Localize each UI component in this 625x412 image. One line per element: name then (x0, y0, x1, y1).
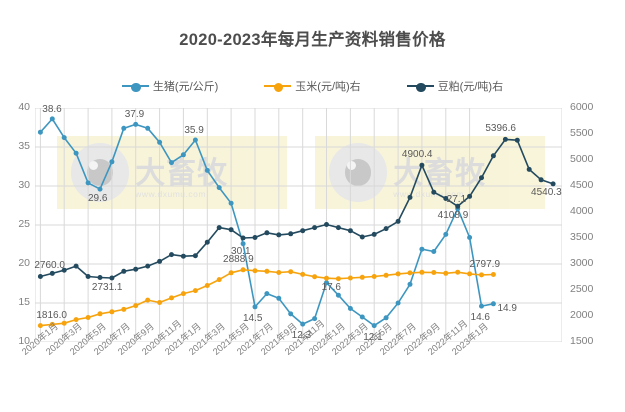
series-lines (37, 116, 556, 329)
y-axis-right-tick: 3500 (570, 231, 594, 243)
data-label: 4540.3 (531, 186, 562, 198)
legend-marker-soybean-meal-icon (406, 81, 434, 92)
data-label: 12.1 (363, 331, 383, 343)
y-axis-left-tick: 15 (18, 296, 30, 308)
y-axis-right-tick: 6000 (570, 101, 594, 113)
y-axis-right-tick: 3000 (570, 257, 594, 269)
y-axis-right-tick: 2500 (570, 283, 594, 295)
legend-item-pig[interactable]: 生猪(元/公斤) (121, 78, 219, 94)
y-axis-left-tick: 10 (18, 335, 30, 347)
legend-label-soybean-meal: 豆粕(元/吨)右 (437, 81, 504, 93)
data-label: 2731.1 (91, 281, 123, 293)
data-label: 17.6 (321, 281, 341, 293)
data-label: 37.9 (124, 109, 145, 121)
data-label: 2760.0 (34, 260, 65, 272)
y-axis-right-tick: 1500 (570, 335, 594, 347)
data-label: 38.6 (42, 103, 62, 115)
legend-item-soybean-meal[interactable]: 豆粕(元/吨)右 (406, 78, 504, 94)
y-axis-left-tick: 30 (18, 179, 30, 191)
data-label: 12.3 (291, 330, 312, 342)
data-label: 5396.6 (485, 123, 516, 135)
y-axis-right-tick: 2000 (570, 309, 594, 321)
chart-legend: 生猪(元/公斤) 玉米(元/吨)右 豆粕(元/吨)右 (0, 78, 625, 94)
data-label: 27.1 (446, 193, 467, 205)
legend-label-pig: 生猪(元/公斤) (152, 81, 219, 93)
data-label: 30.1 (231, 245, 251, 257)
watermark-left: 大畜牧 www.dxumu.com (57, 136, 287, 209)
y-axis-right-tick: 5000 (570, 153, 594, 165)
y-axis-right-tick: 4000 (570, 205, 594, 217)
legend-marker-pig-icon (121, 81, 149, 92)
legend-item-corn[interactable]: 玉米(元/吨)右 (264, 78, 361, 94)
data-label: 2888.9 (223, 253, 254, 265)
data-label: 14.5 (242, 312, 263, 324)
chart-title: 2020-2023年每月生产资料销售价格 (179, 31, 446, 49)
data-label: 1816.0 (36, 309, 67, 321)
y-axis-right-tick: 4500 (570, 179, 594, 191)
y-axis-right-tick: 5500 (570, 127, 594, 139)
data-label: 14.6 (470, 312, 490, 324)
data-label: 2797.9 (469, 258, 501, 270)
data-label: 4900.4 (401, 149, 433, 161)
grid-lines (35, 108, 562, 342)
data-label: 14.9 (497, 302, 517, 314)
y-axis-left-tick: 20 (18, 257, 30, 269)
data-label: 35.9 (184, 124, 204, 136)
y-axis-left-tick: 40 (18, 101, 30, 113)
legend-marker-corn-icon (264, 81, 292, 92)
data-label: 29.6 (87, 193, 108, 205)
plot-area: 大畜牧 www.dxumu.com 大畜牧 www.dxumu.com 38.6… (34, 104, 562, 343)
y-axis-left-tick: 35 (18, 140, 30, 152)
data-label: 4108.9 (437, 210, 469, 222)
y-axis-left-tick: 25 (18, 218, 30, 230)
legend-label-corn: 玉米(元/吨)右 (295, 81, 361, 93)
